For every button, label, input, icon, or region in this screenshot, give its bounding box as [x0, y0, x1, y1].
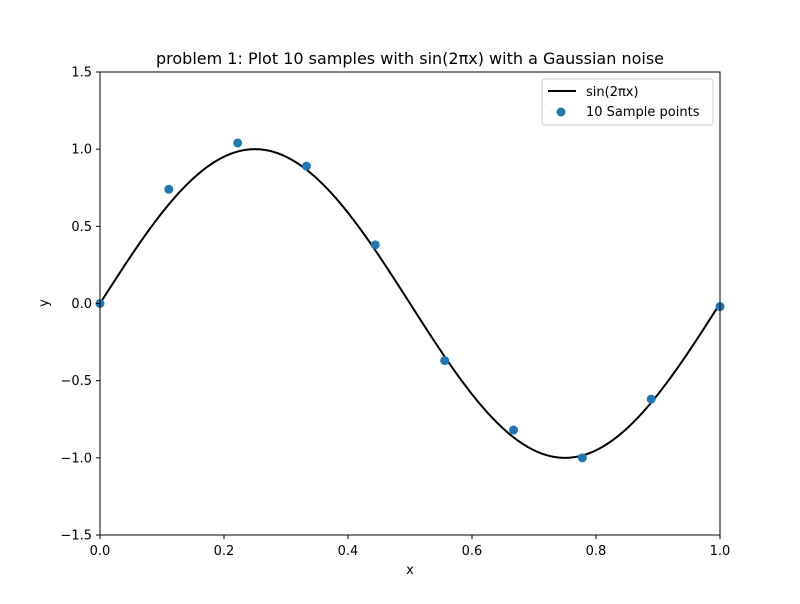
legend-frame	[541, 78, 714, 126]
legend-label-scatter: 10 Sample points	[586, 105, 700, 120]
y-tick-label: −1.0	[60, 451, 92, 466]
y-tick-label: 1.0	[71, 143, 92, 158]
x-tick-label: 0.2	[214, 544, 235, 559]
axes-layer: 0.0 0.2 0.4 0.6 0.8 1.0 −1.5 −1.0 −0.5 0.0 0.5 1.0 1…	[60, 66, 730, 560]
sample-point	[233, 138, 243, 148]
curve-layer	[99, 148, 721, 459]
chart-title: problem 1: Plot 10 samples with sin(2πx)…	[156, 49, 664, 68]
sample-point	[370, 240, 380, 250]
x-tick-label: 0.6	[462, 544, 483, 559]
y-tick-label: −0.5	[60, 374, 92, 389]
y-axis-label: y	[37, 299, 52, 307]
sample-point	[301, 161, 311, 171]
x-tick-label: 0.4	[338, 544, 359, 559]
y-tick-label: 1.5	[71, 66, 92, 81]
y-tick-label: 0.0	[71, 297, 92, 312]
sample-point	[646, 394, 656, 404]
legend-label-line: sin(2πx)	[586, 85, 639, 100]
y-tick-label: 0.5	[71, 220, 92, 235]
sample-point	[440, 356, 450, 366]
x-tick-label: 0.8	[586, 544, 607, 559]
x-tick-label: 0.0	[90, 544, 111, 559]
sample-point	[509, 425, 519, 435]
legend-point-swatch	[556, 107, 566, 117]
points-layer	[95, 138, 725, 463]
sample-point	[577, 453, 587, 463]
x-axis-label: x	[406, 563, 414, 578]
legend: sin(2πx) 10 Sample points	[541, 78, 714, 126]
y-tick-label: −1.5	[60, 529, 92, 544]
x-tick-label: 1.0	[710, 544, 731, 559]
series-line-sin	[99, 148, 721, 459]
sample-point	[164, 184, 174, 194]
